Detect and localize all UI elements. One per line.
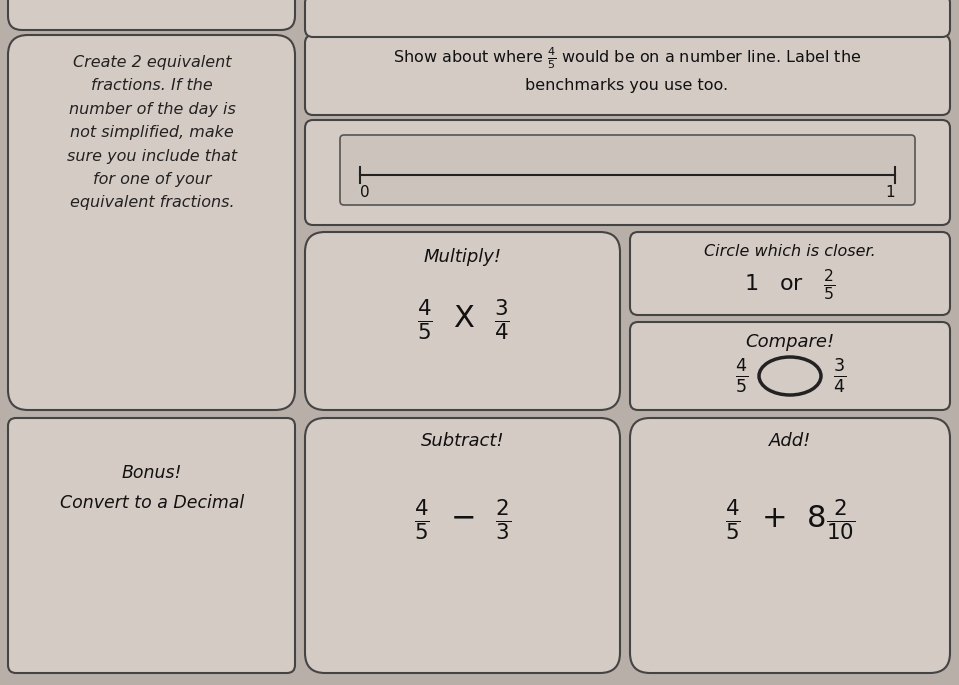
Text: 1: 1 [885,185,895,200]
Text: 1   or   $\frac{2}{5}$: 1 or $\frac{2}{5}$ [744,268,835,303]
Text: Create 2 equivalent
fractions. If the
number of the day is
not simplified, make
: Create 2 equivalent fractions. If the nu… [67,55,237,210]
FancyBboxPatch shape [305,120,950,225]
Text: $\frac{4}{5}$: $\frac{4}{5}$ [736,357,749,395]
FancyBboxPatch shape [305,35,950,115]
Text: Circle which is closer.: Circle which is closer. [704,244,876,259]
FancyBboxPatch shape [305,0,950,37]
Text: $\frac{4}{5}$  X  $\frac{3}{4}$: $\frac{4}{5}$ X $\frac{3}{4}$ [416,297,509,342]
Text: $\frac{4}{5}$  $-$  $\frac{2}{3}$: $\frac{4}{5}$ $-$ $\frac{2}{3}$ [414,497,512,543]
FancyBboxPatch shape [8,35,295,410]
Text: Bonus!
Convert to a Decimal: Bonus! Convert to a Decimal [59,464,245,512]
FancyBboxPatch shape [630,418,950,673]
Text: $\frac{4}{5}$  $+$  8$\frac{2}{10}$: $\frac{4}{5}$ $+$ 8$\frac{2}{10}$ [725,497,855,543]
FancyBboxPatch shape [305,418,620,673]
FancyBboxPatch shape [630,322,950,410]
Text: Compare!: Compare! [745,333,834,351]
Text: Show about where $\frac{4}{5}$ would be on a number line. Label the
benchmarks y: Show about where $\frac{4}{5}$ would be … [393,45,861,93]
FancyBboxPatch shape [8,418,295,673]
Text: Multiply!: Multiply! [424,248,503,266]
FancyBboxPatch shape [630,232,950,315]
FancyBboxPatch shape [340,135,915,205]
Text: Add!: Add! [769,432,811,450]
FancyBboxPatch shape [305,232,620,410]
Text: 0: 0 [360,185,369,200]
FancyBboxPatch shape [8,0,295,30]
Text: Subtract!: Subtract! [421,432,504,450]
Text: $\frac{3}{4}$: $\frac{3}{4}$ [833,357,847,395]
